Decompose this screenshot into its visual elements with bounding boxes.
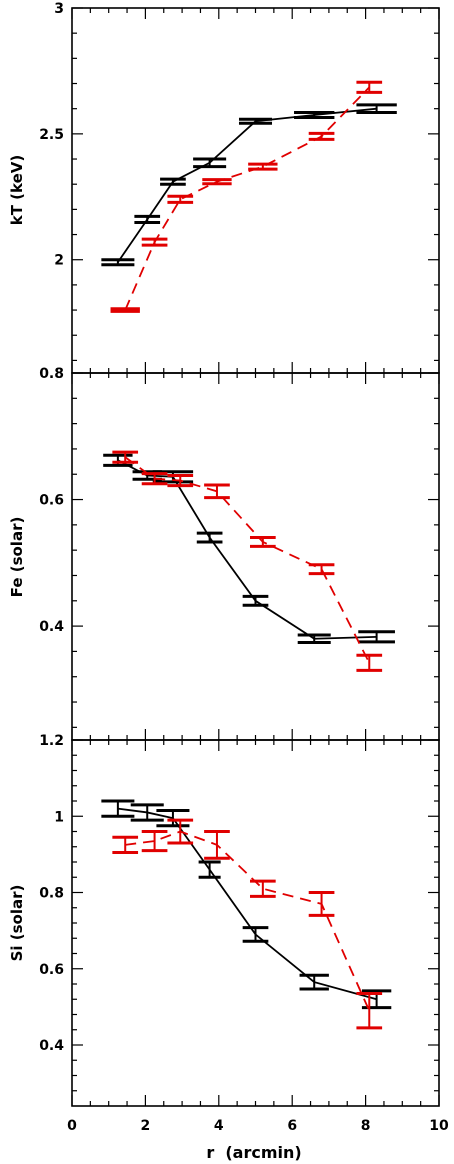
y-tick-label: 3: [54, 1, 64, 17]
x-tick-label: 4: [214, 1118, 224, 1134]
data-point-black: [242, 926, 269, 943]
panel-fe: Fe (solar): [8, 517, 26, 598]
data-point-black: [196, 531, 223, 544]
y-tick-label: 2.5: [39, 127, 64, 143]
x-tick-label: 6: [287, 1118, 297, 1134]
data-point-black: [156, 809, 190, 828]
series-line-red: [125, 830, 371, 1012]
data-point-black: [134, 214, 161, 224]
data-point-black: 0.4 0.6 0.8 1 1.2: [39, 453, 440, 1107]
data-point-red: [356, 653, 383, 672]
data-point-red: [167, 474, 194, 488]
data-point-black: 0.4 0.6 0.8 0.4 0.6 0.8 1 1.2: [39, 258, 440, 1107]
plot-frame: [71, 7, 440, 374]
y-tick-label: 0.6: [39, 962, 64, 978]
data-point-red: [167, 818, 194, 845]
data-point-black: [160, 177, 186, 186]
data-point-red: [112, 450, 139, 464]
data-point-red: [356, 992, 383, 1030]
data-point-red: [249, 536, 276, 548]
data-point-black: [101, 799, 135, 818]
kt-axis-label: kT (keV): [8, 155, 26, 226]
x-tick-label: 10: [429, 1118, 449, 1134]
data-point-black: [198, 860, 221, 879]
plot-frame: [71, 372, 440, 741]
series-line-black: [117, 807, 377, 1001]
panel-si: Si (solar): [8, 885, 26, 962]
si-axis-label: Si (solar): [8, 885, 26, 962]
x-axis-label: r (arcmin): [206, 1143, 301, 1162]
data-point-red: [112, 835, 139, 854]
data-point-red: [167, 194, 194, 204]
data-point-black: [193, 157, 227, 169]
y-tick-label: 0.6: [39, 493, 64, 509]
data-point-black: [356, 103, 397, 114]
y-tick-label: 1: [54, 809, 64, 825]
data-point-black: [294, 110, 335, 119]
data-point-red: [141, 237, 168, 247]
plot-frame: [71, 739, 440, 1107]
x-tick-label: 0: [67, 1118, 77, 1134]
y-tick-label: 1.2: [39, 733, 64, 749]
data-point-red: [249, 879, 276, 898]
x-tick-label: 8: [361, 1118, 371, 1134]
data-point-red: [356, 80, 383, 94]
data-point-red: [308, 891, 335, 917]
data-point-red: [248, 162, 278, 171]
panel-kt: kT (keV) 2 2.5 3 0.4 0.6 0.8 0.4 0.6 0.8 1 1.2: [8, 1, 440, 1107]
data-point-black: [242, 594, 269, 607]
data-point-red: [204, 483, 230, 500]
data-point-red: [202, 178, 232, 186]
data-point-red: [110, 307, 140, 313]
data-point-black: [297, 633, 331, 645]
series-line-red: [124, 456, 371, 664]
data-point-black: [299, 973, 329, 991]
data-point-red: [308, 563, 335, 576]
data-point-red: [141, 830, 168, 853]
data-point-black: [130, 803, 164, 822]
data-point-black: [358, 630, 395, 644]
y-tick-label: 0.8: [39, 886, 64, 902]
y-tick-label: 0.4: [39, 1038, 64, 1054]
data-point-red: [141, 472, 168, 486]
series-line-black: [117, 459, 377, 640]
fe-axis-label: Fe (solar): [8, 517, 26, 598]
y-tick-label: 0.4: [39, 619, 64, 635]
x-tick-label: 2: [141, 1118, 151, 1134]
y-tick-label: 0.8: [39, 366, 64, 382]
data-point-red: [204, 830, 230, 860]
y-tick-label: 2: [54, 253, 64, 269]
data-point-red: [308, 131, 335, 141]
data-point-black: [238, 117, 273, 125]
